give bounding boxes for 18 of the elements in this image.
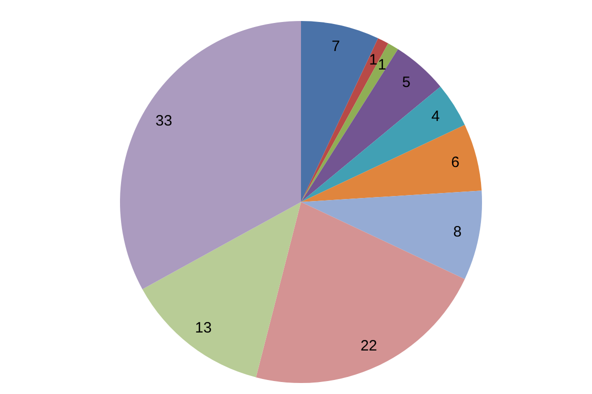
pie-slice — [120, 21, 301, 290]
pie-slice — [301, 124, 482, 202]
data-label: 7 — [332, 38, 340, 56]
data-label: 13 — [195, 319, 212, 336]
data-label: 4 — [431, 108, 440, 126]
pie-slice — [301, 49, 440, 202]
pie-slice — [301, 190, 482, 280]
data-label: 22 — [360, 338, 378, 355]
data-label: 5 — [402, 74, 411, 92]
data-label: 33 — [156, 112, 172, 130]
data-label: 6 — [451, 154, 460, 171]
pie-slice — [142, 202, 301, 378]
pie-slice — [301, 86, 465, 202]
data-label: 8 — [453, 223, 462, 240]
data-label: 1 — [369, 52, 378, 69]
pie-slice — [256, 202, 465, 383]
data-label: 1 — [378, 56, 386, 74]
pie-slice — [301, 21, 378, 202]
